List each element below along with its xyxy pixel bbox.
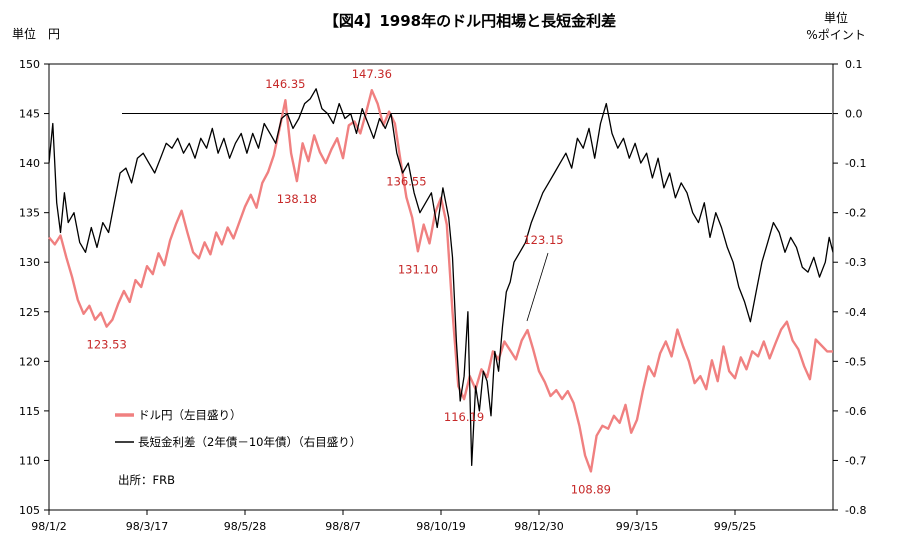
left-tick-label: 110: [19, 454, 40, 467]
right-tick-label: -0.7: [845, 454, 866, 467]
x-tick-label: 98/3/17: [126, 520, 168, 533]
left-tick-label: 105: [19, 504, 40, 517]
left-tick-label: 115: [19, 405, 40, 418]
chart-title: 【図4】1998年のドル円相場と長短金利差: [324, 12, 616, 30]
left-tick-label: 125: [19, 306, 40, 319]
left-axis: 105 110 115 120 125 130 135 140 145 150: [19, 58, 49, 517]
right-tick-label: -0.3: [845, 256, 866, 269]
x-tick-label: 99/5/25: [714, 520, 756, 533]
value-annotation: 123.53: [87, 337, 127, 351]
right-tick-label: -0.2: [845, 207, 866, 220]
legend: ドル円（左目盛り） 長短金利差（2年債－10年債）（右目盛り） 出所：FRB: [115, 408, 361, 487]
right-axis: -0.8 -0.7 -0.6 -0.5 -0.4 -0.3 -0.2 -0.1 0.0 0.1: [833, 58, 866, 517]
value-annotation: 116.19: [444, 410, 484, 424]
value-annotation: 131.10: [398, 262, 438, 276]
annotations: 146.35 147.36 138.18 136.55 131.10 123.53 123.…: [87, 67, 611, 496]
x-tick-label: 98/5/28: [224, 520, 266, 533]
value-annotation: 138.18: [277, 192, 317, 206]
x-tick-label: 98/10/19: [416, 520, 465, 533]
left-tick-label: 145: [19, 108, 40, 121]
left-axis-unit: 単位 円: [12, 26, 60, 41]
right-tick-label: -0.1: [845, 157, 866, 170]
legend-label-usdjpy: ドル円（左目盛り）: [138, 408, 242, 422]
right-axis-unit-line2: %ポイント: [806, 28, 865, 42]
right-axis-unit-line1: 単位: [824, 10, 848, 25]
left-tick-label: 150: [19, 58, 40, 71]
x-tick-label: 99/3/15: [616, 520, 658, 533]
value-annotation: 146.35: [265, 77, 305, 91]
right-tick-label: 0.0: [845, 108, 863, 121]
left-tick-label: 120: [19, 355, 40, 368]
legend-label-spread: 長短金利差（2年債－10年債）（右目盛り）: [138, 435, 361, 449]
x-axis: 98/1/2 98/3/17 98/5/28 98/8/7 98/10/19 98/12/…: [31, 510, 756, 533]
value-annotation: 108.89: [571, 482, 611, 496]
right-tick-label: 0.1: [845, 58, 863, 71]
left-tick-label: 135: [19, 207, 40, 220]
x-tick-label: 98/8/7: [325, 520, 360, 533]
left-tick-label: 140: [19, 157, 40, 170]
spread-series-line: [48, 88, 834, 467]
value-annotation: 123.15: [523, 233, 563, 247]
x-tick-label: 98/1/2: [31, 520, 66, 533]
annotation-leader-line: [526, 252, 549, 322]
left-tick-label: 130: [19, 256, 40, 269]
right-tick-label: -0.4: [845, 306, 866, 319]
source-note: 出所：FRB: [118, 473, 175, 487]
right-tick-label: -0.6: [845, 405, 866, 418]
x-tick-label: 98/12/30: [514, 520, 563, 533]
value-annotation: 147.36: [352, 67, 392, 81]
right-tick-label: -0.8: [845, 504, 866, 517]
value-annotation: 136.55: [386, 174, 426, 188]
right-tick-label: -0.5: [845, 355, 866, 368]
